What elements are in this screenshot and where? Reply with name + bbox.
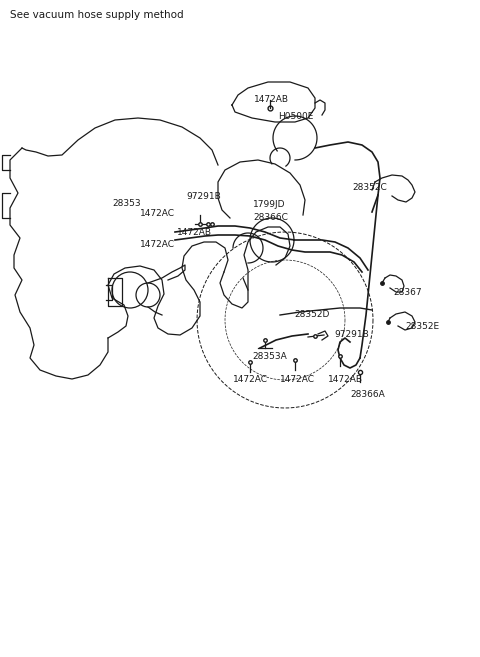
- Text: 28353A: 28353A: [252, 352, 287, 361]
- Text: 1472AB: 1472AB: [177, 228, 212, 237]
- Text: 1472AC: 1472AC: [140, 209, 175, 218]
- Text: 28366C: 28366C: [253, 213, 288, 222]
- Text: 1472AC: 1472AC: [280, 375, 315, 384]
- Text: 1472AB: 1472AB: [254, 95, 289, 104]
- Text: 1472AC: 1472AC: [233, 375, 268, 384]
- Text: 28366A: 28366A: [350, 390, 385, 399]
- Text: 28352D: 28352D: [294, 310, 329, 319]
- Text: 28352E: 28352E: [405, 322, 439, 331]
- Text: 1472AB: 1472AB: [328, 375, 363, 384]
- Text: 97291B: 97291B: [186, 192, 221, 201]
- Text: H0500E: H0500E: [278, 112, 313, 121]
- Text: 28352C: 28352C: [352, 183, 387, 192]
- Text: 1472AC: 1472AC: [140, 240, 175, 249]
- Text: 97291B: 97291B: [334, 330, 369, 339]
- Text: See vacuum hose supply method: See vacuum hose supply method: [10, 10, 184, 20]
- Text: 28367: 28367: [393, 288, 421, 297]
- Text: 1799JD: 1799JD: [253, 200, 286, 209]
- Text: 28353: 28353: [112, 199, 141, 208]
